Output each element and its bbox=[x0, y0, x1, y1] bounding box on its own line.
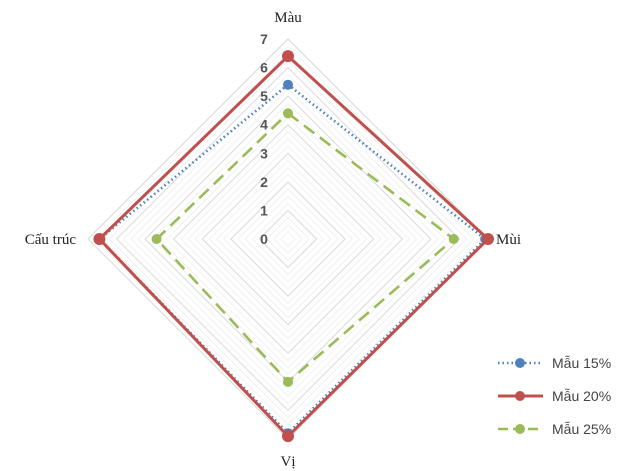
grid-ring-minor bbox=[244, 195, 332, 283]
category-labels: Màu Mùi Vị Cấu trúc bbox=[25, 10, 521, 470]
legend-label: Mẫu 25% bbox=[552, 421, 611, 437]
tick-label: 1 bbox=[260, 202, 268, 218]
category-label: Cấu trúc bbox=[25, 232, 77, 248]
legend: Mẫu 15% Mẫu 20% Mẫu 25% bbox=[498, 355, 611, 437]
grid-ring-minor bbox=[280, 231, 296, 247]
grid-ring-major bbox=[230, 181, 346, 297]
grid-ring-minor bbox=[166, 117, 410, 361]
tick-label: 7 bbox=[260, 31, 268, 47]
radar-series bbox=[93, 50, 494, 443]
legend-swatch-marker bbox=[515, 358, 525, 368]
grid-ring-minor bbox=[137, 88, 439, 390]
grid-ring-major bbox=[173, 124, 403, 354]
series-point bbox=[283, 108, 293, 119]
tick-label: 3 bbox=[260, 145, 268, 161]
series-point bbox=[448, 234, 459, 244]
radial-tick-labels: 0 1 2 3 4 5 6 7 bbox=[260, 31, 268, 247]
grid-ring-major bbox=[258, 209, 318, 269]
grid-ring-minor bbox=[151, 102, 425, 376]
series-point bbox=[283, 79, 293, 90]
grid-ring-minor bbox=[158, 109, 418, 369]
grid-ring-minor bbox=[237, 188, 339, 290]
grid-ring-minor bbox=[194, 145, 382, 333]
grid-ring-minor bbox=[216, 167, 360, 311]
legend-swatch-marker bbox=[515, 391, 525, 401]
grid-ring-minor bbox=[130, 81, 446, 397]
grid-ring-minor bbox=[108, 59, 468, 419]
series-point bbox=[282, 430, 294, 443]
grid-ring-minor bbox=[266, 217, 310, 261]
grid-ring-minor bbox=[180, 131, 396, 347]
series-point bbox=[282, 50, 294, 63]
series-point bbox=[283, 376, 293, 387]
grid-ring-minor bbox=[208, 159, 368, 319]
grid-ring-minor bbox=[123, 74, 453, 404]
grid-ring-minor bbox=[251, 202, 325, 276]
radar-grid bbox=[87, 38, 489, 440]
category-label: Màu bbox=[274, 10, 302, 26]
grid-ring-minor bbox=[273, 224, 303, 254]
tick-label: 6 bbox=[260, 60, 268, 76]
grid-ring-minor bbox=[187, 138, 389, 340]
tick-label: 2 bbox=[260, 174, 268, 190]
series-point bbox=[93, 233, 106, 245]
series-line bbox=[155, 111, 456, 384]
grid-ring-major bbox=[115, 66, 461, 412]
tick-label: 0 bbox=[260, 231, 268, 247]
tick-label: 4 bbox=[260, 117, 268, 133]
legend-label: Mẫu 15% bbox=[552, 355, 611, 371]
category-label: Mùi bbox=[496, 232, 521, 248]
series-point bbox=[151, 234, 162, 244]
grid-ring-minor bbox=[223, 174, 353, 304]
legend-swatch-marker bbox=[515, 424, 525, 434]
grid-ring-major bbox=[201, 152, 375, 326]
series-line bbox=[97, 54, 490, 438]
series-point bbox=[482, 233, 494, 245]
tick-label: 5 bbox=[260, 88, 268, 104]
legend-label: Mẫu 20% bbox=[552, 388, 611, 404]
category-label: Vị bbox=[281, 454, 296, 470]
